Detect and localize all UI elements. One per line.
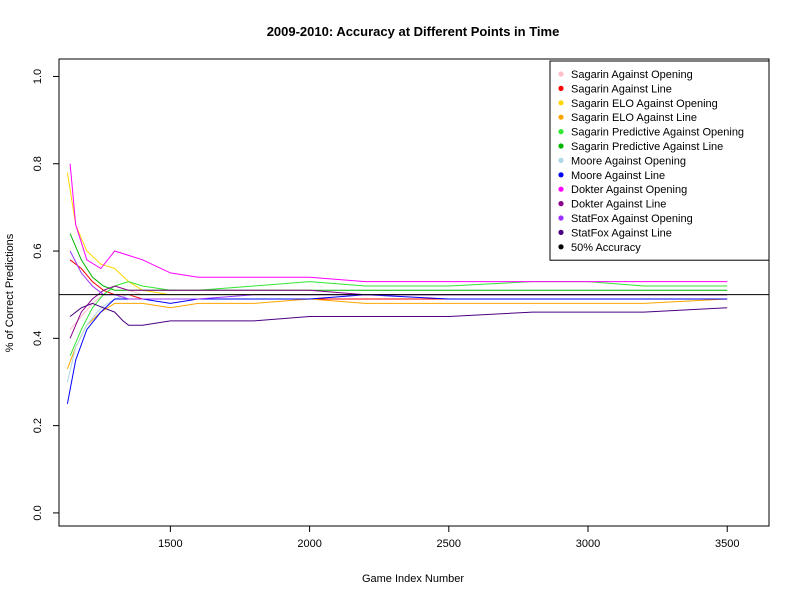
legend-label: Moore Against Opening	[571, 155, 686, 167]
series-line-5	[69, 281, 728, 356]
x-tick-label: 3500	[715, 538, 739, 550]
series-line-9	[69, 163, 728, 283]
legend-label: Moore Against Line	[571, 170, 665, 182]
series-line-12	[69, 302, 728, 326]
y-tick-label: 0.0	[32, 505, 44, 520]
y-axis-label: % of Correct Predictions	[4, 233, 16, 352]
y-tick-label: 0.8	[32, 156, 44, 171]
legend-swatch	[558, 201, 564, 207]
legend-swatch	[558, 100, 564, 106]
legend-swatch	[558, 215, 564, 221]
legend-swatch	[558, 157, 564, 163]
legend-label: StatFox Against Line	[571, 227, 672, 239]
legend-label: StatFox Against Opening	[571, 213, 693, 225]
legend-label: Sagarin Against Line	[571, 83, 672, 95]
x-axis-label: Game Index Number	[362, 573, 464, 585]
chart-title: 2009-2010: Accuracy at Different Points …	[267, 24, 560, 39]
legend-label: Dokter Against Line	[571, 199, 666, 211]
y-tick-label: 0.2	[32, 418, 44, 433]
legend-label: Sagarin Predictive Against Line	[571, 141, 723, 153]
legend-label: 50% Accuracy	[571, 242, 641, 254]
legend-label: Sagarin ELO Against Line	[571, 112, 697, 124]
x-tick-label: 1500	[158, 538, 182, 550]
y-tick-label: 1.0	[32, 69, 44, 84]
legend-label: Sagarin ELO Against Opening	[571, 98, 718, 110]
axis-layer: 1500 2000 2500 3000 3500 0.0 0.2 0.4 0.6 0.8 1.0	[32, 69, 739, 550]
legend-box	[549, 60, 770, 261]
legend-swatch	[558, 172, 564, 178]
series-line-2	[69, 259, 728, 300]
legend-label: Sagarin Against Opening	[571, 69, 693, 81]
y-tick-label: 0.6	[32, 243, 44, 258]
x-tick-label: 2500	[437, 538, 461, 550]
x-tick-label: 3000	[576, 538, 600, 550]
legend-swatch	[558, 71, 564, 77]
legend-label: Dokter Against Opening	[571, 184, 687, 196]
x-tick-label: 2000	[297, 538, 321, 550]
legend-swatch	[558, 143, 564, 149]
legend-swatch	[558, 186, 564, 192]
legend-swatch	[558, 85, 564, 91]
legend-swatch	[558, 244, 564, 250]
legend: Sagarin Against Opening Sagarin Against L…	[549, 60, 770, 261]
legend-label: Sagarin Predictive Against Opening	[571, 127, 744, 139]
series-line-7	[66, 294, 728, 383]
legend-swatch	[558, 229, 564, 235]
series-line-4	[66, 298, 728, 370]
legend-swatch	[558, 114, 564, 120]
legend-swatch	[558, 129, 564, 135]
y-tick-label: 0.4	[32, 331, 44, 346]
series-line-8	[66, 294, 728, 404]
